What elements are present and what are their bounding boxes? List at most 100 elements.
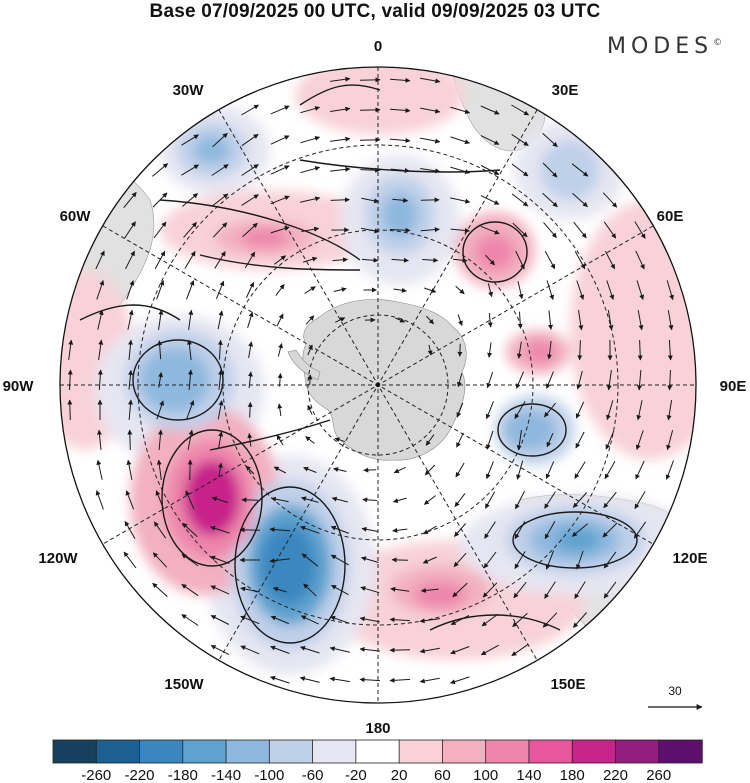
wind-arrow <box>211 496 228 503</box>
wind-arrow <box>301 226 320 233</box>
wind-arrow <box>389 617 411 623</box>
wind-arrow <box>98 339 104 360</box>
wind-arrow <box>481 613 499 627</box>
wind-arrow <box>270 615 289 625</box>
wind-arrow <box>218 431 224 449</box>
wind-arrow <box>188 369 193 391</box>
wind-arrow <box>301 553 319 567</box>
antarctic-peninsula <box>287 349 321 381</box>
wind-arrow <box>157 340 163 360</box>
pos-core-s <box>414 581 466 609</box>
wind-arrow <box>128 339 134 360</box>
wind-arrow <box>270 226 290 234</box>
pos-core-w-inner <box>184 460 240 536</box>
wind-arrow <box>456 432 464 448</box>
wind-arrow <box>305 436 315 444</box>
wind-arrow <box>450 166 471 174</box>
wind-arrow <box>333 287 347 292</box>
colorbar-swatch <box>225 739 271 764</box>
wind-arrow <box>480 644 499 656</box>
wind-arrow <box>456 402 464 418</box>
wind-arrow <box>393 287 407 293</box>
wind-arrow <box>427 344 433 356</box>
wind-arrow <box>275 283 285 296</box>
wind-arrow <box>151 163 169 177</box>
wind-arrow <box>274 255 286 265</box>
wind-arrow <box>456 373 463 388</box>
colorbar-tick-label: 20 <box>391 767 408 783</box>
wind-arrow <box>360 227 380 234</box>
colorbar-tick-label: 220 <box>603 767 628 783</box>
wind-arrow <box>667 369 673 391</box>
wind-arrow <box>454 523 466 537</box>
wind-arrow <box>423 525 437 535</box>
wind-arrow <box>128 399 133 421</box>
wind-arrow <box>270 165 290 175</box>
colorbar-swatch <box>571 739 617 764</box>
wind-arrow <box>389 677 411 683</box>
wind-arrow <box>332 257 348 263</box>
wind-arrow <box>277 373 283 387</box>
wind-arrow <box>419 647 440 654</box>
wind-arrow <box>635 460 645 480</box>
wind-arrow <box>156 280 165 300</box>
wind-arrow <box>155 490 165 510</box>
wind-arrow <box>183 222 197 238</box>
reference-vector: 30 <box>648 684 703 710</box>
wind-arrow <box>572 492 588 508</box>
colorbar-tick-label: -100 <box>254 767 284 783</box>
colorbar-tick-label: -60 <box>302 767 324 783</box>
colorbar-swatch <box>398 739 444 764</box>
wind-arrow <box>97 309 104 330</box>
wind-arrow <box>511 193 529 207</box>
wind-arrow <box>606 280 615 300</box>
wind-arrow <box>329 646 350 653</box>
wind-arrow <box>241 497 259 503</box>
wind-arrow <box>422 257 439 263</box>
wind-arrow <box>181 583 199 597</box>
lon-label-120e: 120E <box>672 550 707 567</box>
wind-arrow <box>125 490 135 510</box>
wind-arrow <box>240 645 260 655</box>
colorbar-swatch <box>658 739 703 764</box>
lon-label-150w: 150W <box>164 676 204 693</box>
wind-arrow <box>578 310 584 331</box>
wind-arrow <box>330 615 350 624</box>
wind-arrow <box>545 461 555 480</box>
reference-vector-label: 30 <box>668 684 682 698</box>
colorbar-tick-label: -260 <box>81 767 111 783</box>
wind-arrow <box>186 280 195 300</box>
wind-arrow <box>277 343 283 357</box>
lon-label-30w: 30W <box>173 82 205 99</box>
wind-arrow <box>303 583 317 597</box>
colorbar-tick-label: 260 <box>646 767 671 783</box>
circulation-contours <box>79 84 638 644</box>
wind-arrow <box>217 462 223 477</box>
wind-arrow <box>455 462 465 478</box>
wind-arrow <box>455 285 465 295</box>
wind-vectors <box>67 76 674 685</box>
wind-arrow <box>95 250 105 270</box>
wind-arrow <box>300 615 319 625</box>
wind-arrow <box>217 339 223 360</box>
wind-arrow <box>544 250 556 270</box>
wind-arrow <box>450 106 471 114</box>
colorbar-tick-label: 180 <box>560 767 585 783</box>
wind-arrow <box>329 676 350 683</box>
wind-arrow <box>330 525 349 534</box>
wind-arrow <box>545 550 555 570</box>
wind-arrow <box>485 461 494 480</box>
wind-arrow <box>454 493 466 507</box>
brand-text: MODES <box>607 34 714 59</box>
wind-arrow <box>181 134 199 146</box>
colorbar-swatch <box>485 739 530 764</box>
wind-arrow <box>392 527 408 533</box>
wind-arrow <box>666 280 674 301</box>
wind-arrow <box>666 430 674 451</box>
wind-arrow <box>420 587 439 593</box>
wind-arrow <box>270 105 290 115</box>
colorbar-tick-label: -20 <box>345 767 367 783</box>
wind-arrow <box>301 496 319 503</box>
wind-arrow <box>542 612 558 628</box>
wind-arrow <box>543 222 557 238</box>
